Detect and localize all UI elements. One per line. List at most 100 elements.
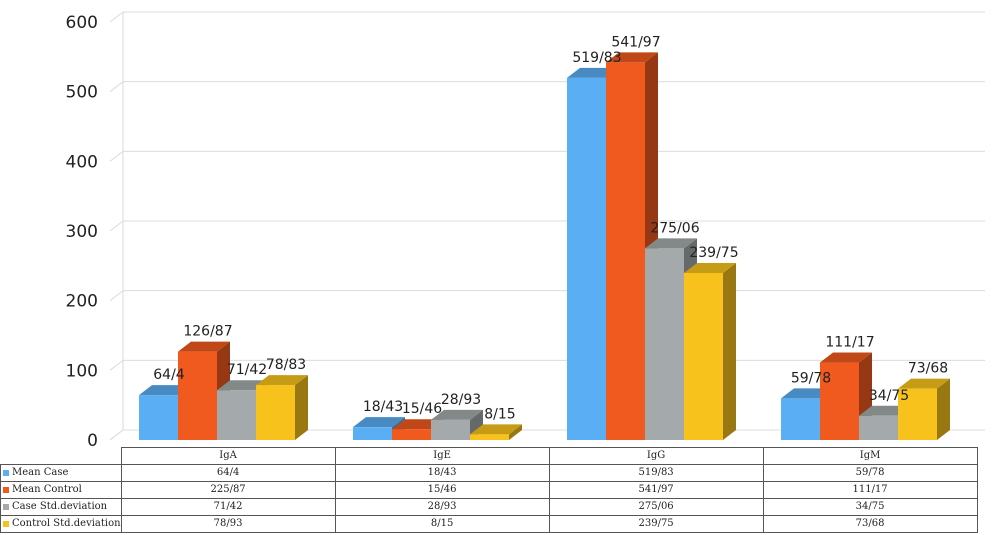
bar-top-face bbox=[684, 262, 736, 273]
table-cell: 225/87 bbox=[120, 481, 336, 499]
bar-front-face bbox=[859, 415, 898, 440]
y-tick-label: 200 bbox=[66, 292, 98, 312]
data-label: 64/4 bbox=[153, 367, 185, 383]
data-label: 126/87 bbox=[183, 324, 232, 340]
bar-side-face bbox=[509, 424, 522, 440]
y-axis-tick-labels: 0 100 200 300 400 500 600 bbox=[66, 13, 98, 447]
table-header-cell: IgG bbox=[548, 447, 764, 465]
y-tick-label: 100 bbox=[66, 361, 98, 381]
bar-side-face bbox=[723, 262, 736, 440]
bar-front-face bbox=[684, 272, 723, 440]
legend-label: Mean Case bbox=[12, 467, 69, 478]
table-row-control-std-deviation: Control Std.deviation 78/93 8/15 239/75 … bbox=[0, 515, 978, 533]
bar-front-face bbox=[139, 395, 178, 440]
legend-swatch-control-std-deviation bbox=[3, 520, 9, 527]
table-header-cell: IgE bbox=[334, 447, 550, 465]
legend-entry-mean-control: Mean Control bbox=[0, 481, 122, 499]
bar-front-face bbox=[353, 427, 392, 440]
bar-top-face bbox=[431, 409, 483, 420]
table-corner bbox=[1, 448, 122, 465]
y-tick-label: 0 bbox=[87, 431, 98, 447]
data-label: 73/68 bbox=[908, 361, 948, 377]
bar-top-face bbox=[256, 375, 308, 386]
gridline bbox=[109, 81, 985, 93]
table-cell: 34/75 bbox=[762, 498, 978, 516]
legend-swatch-case-std-deviation bbox=[3, 503, 9, 510]
data-label: 111/17 bbox=[825, 335, 874, 351]
table-cell: 73/68 bbox=[762, 515, 978, 533]
gridline bbox=[109, 220, 985, 232]
legend-label: Control Std.deviation bbox=[12, 518, 121, 529]
bar-front-face bbox=[645, 248, 684, 440]
table-header-cell: IgA bbox=[120, 447, 336, 465]
bar-front-face bbox=[217, 390, 256, 440]
y-tick-label: 500 bbox=[66, 83, 98, 103]
legend-label: Mean Control bbox=[12, 484, 82, 495]
data-label: 15/46 bbox=[402, 401, 442, 417]
bar-top-face bbox=[606, 52, 658, 63]
bar-front-face bbox=[898, 388, 937, 440]
bar bbox=[898, 378, 950, 440]
table-row-mean-control: Mean Control 225/87 15/46 541/97 111/17 bbox=[0, 481, 978, 499]
bar bbox=[470, 424, 522, 440]
gridlines bbox=[109, 11, 985, 441]
data-label: 275/06 bbox=[650, 220, 699, 236]
table-cell: 64/4 bbox=[120, 464, 336, 482]
bar-top-face bbox=[470, 424, 522, 435]
bar bbox=[684, 262, 736, 440]
y-tick-label: 300 bbox=[66, 222, 98, 242]
table-cell: 15/46 bbox=[334, 481, 550, 499]
bar-front-face bbox=[431, 419, 470, 440]
table-cell: 541/97 bbox=[548, 481, 764, 499]
table-cell: 78/93 bbox=[120, 515, 336, 533]
table-cell: 519/83 bbox=[548, 464, 764, 482]
bar-front-face bbox=[781, 398, 820, 440]
bar-front-face bbox=[392, 429, 431, 440]
table-cell: 18/43 bbox=[334, 464, 550, 482]
legend-label: Case Std.deviation bbox=[12, 501, 108, 512]
legend-entry-mean-case: Mean Case bbox=[0, 464, 122, 482]
data-label: 8/15 bbox=[484, 406, 515, 422]
data-label: 78/83 bbox=[266, 357, 306, 373]
bar-front-face bbox=[820, 362, 859, 440]
legend-entry-control-std-deviation: Control Std.deviation bbox=[0, 515, 122, 533]
table-cell: 59/78 bbox=[762, 464, 978, 482]
y-tick-label: 600 bbox=[66, 13, 98, 33]
table-cell: 8/15 bbox=[334, 515, 550, 533]
bar-chart: 0 100 200 300 400 500 600 64/4 126/87 71/4278/83… bbox=[66, 11, 985, 447]
data-label: 59/78 bbox=[791, 370, 831, 386]
data-label: 541/97 bbox=[611, 34, 660, 50]
bar-top-face bbox=[178, 341, 230, 352]
table-cell: 28/93 bbox=[334, 498, 550, 516]
data-table: IgA IgE IgG IgM Mean Case 64/4 18/43 519… bbox=[0, 447, 978, 533]
bar-front-face bbox=[606, 62, 645, 441]
table-cell: 71/42 bbox=[120, 498, 336, 516]
table-cell: 239/75 bbox=[548, 515, 764, 533]
gridline bbox=[109, 150, 985, 162]
table-header-row: IgA IgE IgG IgM bbox=[1, 447, 978, 465]
bar-front-face bbox=[470, 434, 509, 440]
bar-side-face bbox=[937, 378, 950, 440]
table-cell: 275/06 bbox=[548, 498, 764, 516]
gridline bbox=[109, 11, 985, 23]
data-label: 239/75 bbox=[689, 245, 738, 261]
table-cell: 111/17 bbox=[762, 481, 978, 499]
bar-front-face bbox=[256, 385, 295, 440]
bar-side-face bbox=[295, 375, 308, 440]
table-row-case-std-deviation: Case Std.deviation 71/42 28/93 275/06 34… bbox=[0, 498, 978, 516]
legend-entry-case-std-deviation: Case Std.deviation bbox=[0, 498, 122, 516]
gridline bbox=[109, 290, 985, 302]
y-tick-label: 400 bbox=[66, 152, 98, 172]
bar-front-face bbox=[567, 77, 606, 440]
table-row-mean-case: Mean Case 64/4 18/43 519/83 59/78 bbox=[0, 464, 978, 482]
bar-top-face bbox=[820, 352, 872, 363]
bar-top-face bbox=[645, 238, 697, 249]
bar-top-face bbox=[898, 378, 950, 389]
bar-front-face bbox=[178, 351, 217, 440]
data-label: 519/83 bbox=[572, 50, 621, 66]
table-header-cell: IgM bbox=[762, 447, 978, 465]
legend-swatch-mean-control bbox=[3, 486, 9, 493]
data-label: 34/75 bbox=[869, 388, 909, 404]
bar-marks bbox=[139, 52, 950, 441]
